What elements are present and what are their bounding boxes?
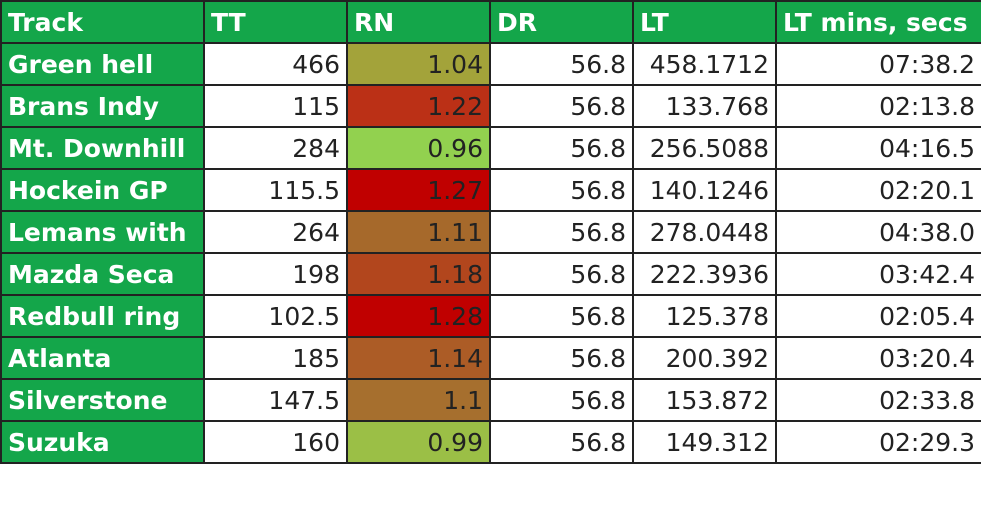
cell-rn: 1.18 bbox=[346, 252, 491, 296]
cell-lt-mins-secs: 04:38.0 bbox=[775, 210, 981, 254]
cell-lt: 153.872 bbox=[632, 378, 777, 422]
table-body: Green hell 466 1.04 56.8 458.1712 07:38.2 Bran… bbox=[0, 42, 981, 464]
cell-lt: 222.3936 bbox=[632, 252, 777, 296]
cell-lt-mins-secs: 03:20.4 bbox=[775, 336, 981, 380]
cell-lt: 140.1246 bbox=[632, 168, 777, 212]
cell-tt: 160 bbox=[203, 420, 348, 464]
cell-tt: 264 bbox=[203, 210, 348, 254]
cell-lt: 256.5088 bbox=[632, 126, 777, 170]
cell-track: Mt. Downhill bbox=[0, 126, 205, 170]
cell-rn: 1.14 bbox=[346, 336, 491, 380]
cell-lt-mins-secs: 03:42.4 bbox=[775, 252, 981, 296]
cell-rn: 1.04 bbox=[346, 42, 491, 86]
cell-lt: 200.392 bbox=[632, 336, 777, 380]
cell-dr: 56.8 bbox=[489, 294, 634, 338]
header-tt: TT bbox=[203, 0, 348, 44]
cell-rn: 1.11 bbox=[346, 210, 491, 254]
cell-tt: 185 bbox=[203, 336, 348, 380]
cell-track: Suzuka bbox=[0, 420, 205, 464]
track-table: Track TT RN DR LT LT mins, secs Green he… bbox=[0, 0, 981, 464]
cell-tt: 115.5 bbox=[203, 168, 348, 212]
table-row: Brans Indy 115 1.22 56.8 133.768 02:13.8 bbox=[0, 84, 981, 128]
cell-rn: 0.99 bbox=[346, 420, 491, 464]
cell-lt-mins-secs: 02:13.8 bbox=[775, 84, 981, 128]
cell-lt-mins-secs: 02:05.4 bbox=[775, 294, 981, 338]
cell-tt: 466 bbox=[203, 42, 348, 86]
table-row: Mazda Seca 198 1.18 56.8 222.3936 03:42.4 bbox=[0, 252, 981, 296]
cell-lt-mins-secs: 02:33.8 bbox=[775, 378, 981, 422]
table-row: Hockein GP 115.5 1.27 56.8 140.1246 02:20.1 bbox=[0, 168, 981, 212]
cell-tt: 102.5 bbox=[203, 294, 348, 338]
cell-tt: 198 bbox=[203, 252, 348, 296]
cell-lt: 278.0448 bbox=[632, 210, 777, 254]
cell-track: Brans Indy bbox=[0, 84, 205, 128]
cell-track: Atlanta bbox=[0, 336, 205, 380]
cell-dr: 56.8 bbox=[489, 336, 634, 380]
cell-lt-mins-secs: 04:16.5 bbox=[775, 126, 981, 170]
cell-rn: 1.1 bbox=[346, 378, 491, 422]
cell-lt-mins-secs: 02:20.1 bbox=[775, 168, 981, 212]
cell-dr: 56.8 bbox=[489, 84, 634, 128]
cell-dr: 56.8 bbox=[489, 420, 634, 464]
cell-tt: 284 bbox=[203, 126, 348, 170]
table-row: Lemans with 264 1.11 56.8 278.0448 04:38.0 bbox=[0, 210, 981, 254]
cell-rn: 0.96 bbox=[346, 126, 491, 170]
cell-dr: 56.8 bbox=[489, 378, 634, 422]
header-lt: LT bbox=[632, 0, 777, 44]
cell-rn: 1.22 bbox=[346, 84, 491, 128]
cell-track: Hockein GP bbox=[0, 168, 205, 212]
cell-tt: 115 bbox=[203, 84, 348, 128]
table-row: Atlanta 185 1.14 56.8 200.392 03:20.4 bbox=[0, 336, 981, 380]
cell-rn: 1.28 bbox=[346, 294, 491, 338]
cell-track: Green hell bbox=[0, 42, 205, 86]
table-row: Silverstone 147.5 1.1 56.8 153.872 02:33.8 bbox=[0, 378, 981, 422]
cell-dr: 56.8 bbox=[489, 168, 634, 212]
table-row: Redbull ring 102.5 1.28 56.8 125.378 02:05.4 bbox=[0, 294, 981, 338]
cell-track: Silverstone bbox=[0, 378, 205, 422]
cell-lt-mins-secs: 02:29.3 bbox=[775, 420, 981, 464]
table-row: Green hell 466 1.04 56.8 458.1712 07:38.2 bbox=[0, 42, 981, 86]
cell-dr: 56.8 bbox=[489, 42, 634, 86]
table-row: Suzuka 160 0.99 56.8 149.312 02:29.3 bbox=[0, 420, 981, 464]
table-row: Mt. Downhill 284 0.96 56.8 256.5088 04:16.5 bbox=[0, 126, 981, 170]
cell-rn: 1.27 bbox=[346, 168, 491, 212]
cell-dr: 56.8 bbox=[489, 210, 634, 254]
cell-lt: 133.768 bbox=[632, 84, 777, 128]
cell-tt: 147.5 bbox=[203, 378, 348, 422]
cell-lt-mins-secs: 07:38.2 bbox=[775, 42, 981, 86]
header-rn: RN bbox=[346, 0, 491, 44]
cell-lt: 125.378 bbox=[632, 294, 777, 338]
header-lt-mins-secs: LT mins, secs bbox=[775, 0, 981, 44]
header-row: Track TT RN DR LT LT mins, secs bbox=[0, 0, 981, 44]
cell-track: Lemans with bbox=[0, 210, 205, 254]
cell-lt: 458.1712 bbox=[632, 42, 777, 86]
cell-dr: 56.8 bbox=[489, 252, 634, 296]
cell-track: Mazda Seca bbox=[0, 252, 205, 296]
header-track: Track bbox=[0, 0, 205, 44]
header-dr: DR bbox=[489, 0, 634, 44]
cell-dr: 56.8 bbox=[489, 126, 634, 170]
cell-track: Redbull ring bbox=[0, 294, 205, 338]
cell-lt: 149.312 bbox=[632, 420, 777, 464]
